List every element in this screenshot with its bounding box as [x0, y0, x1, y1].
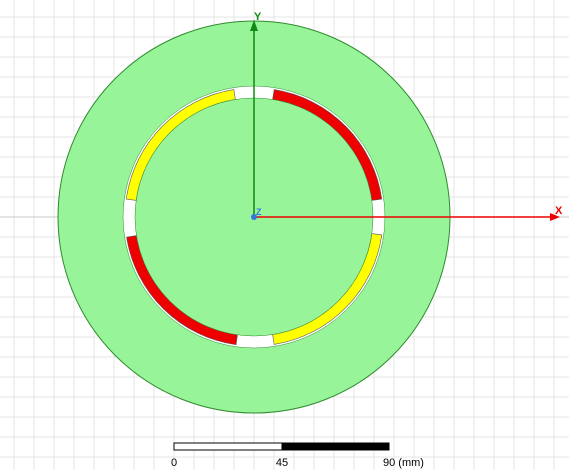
magnet-ring [125, 89, 383, 346]
scale-bar: 0 45 90 (mm) [171, 442, 424, 469]
scale-label-start: 0 [171, 457, 177, 469]
scale-label-mid: 45 [276, 457, 288, 469]
x-axis-label: X [555, 205, 563, 217]
z-axis-label: Z [256, 207, 262, 217]
y-axis-label: Y [254, 11, 262, 23]
origin-marker [251, 214, 257, 220]
x-axis-arrow-icon [550, 213, 560, 221]
coordinate-axes: X Y Z [250, 11, 563, 221]
scale-label-end: 90 (mm) [383, 457, 424, 469]
scale-bar-white-segment [173, 442, 283, 451]
scale-bar-black-segment [281, 442, 390, 451]
y-axis-arrow-icon [250, 20, 258, 31]
